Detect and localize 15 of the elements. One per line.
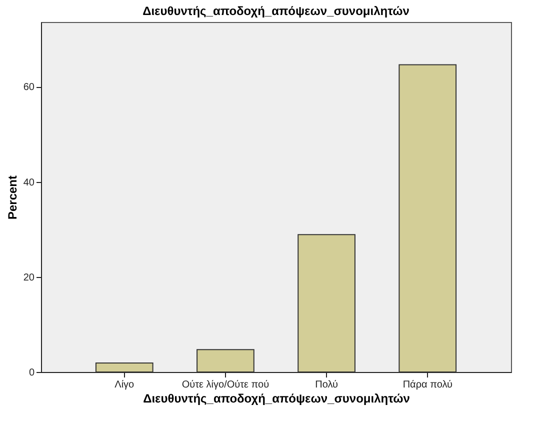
y-tick-label: 40 [23, 177, 35, 188]
bar [298, 234, 356, 372]
bar [196, 349, 254, 372]
x-tick-label: Ούτε λίγο/Ούτε πού [182, 380, 270, 390]
x-tick-label: Λίγο [114, 380, 135, 390]
y-tick-label: 20 [23, 272, 35, 284]
y-tick-label: 0 [28, 368, 35, 378]
x-tick-label: Πάρα πολύ [402, 380, 452, 390]
bar [398, 64, 457, 372]
bar [95, 362, 154, 372]
chart-title: Διευθυντής_αποδοχή_απόψεων_συνομιλητών [142, 4, 410, 18]
y-axis-title: Percent [5, 175, 20, 220]
x-axis-title: Διευθυντής_αποδοχή_απόψεων_συνομιλητών [143, 392, 410, 406]
x-tick-label: Πολύ [315, 380, 338, 390]
y-tick-label: 60 [23, 82, 35, 94]
